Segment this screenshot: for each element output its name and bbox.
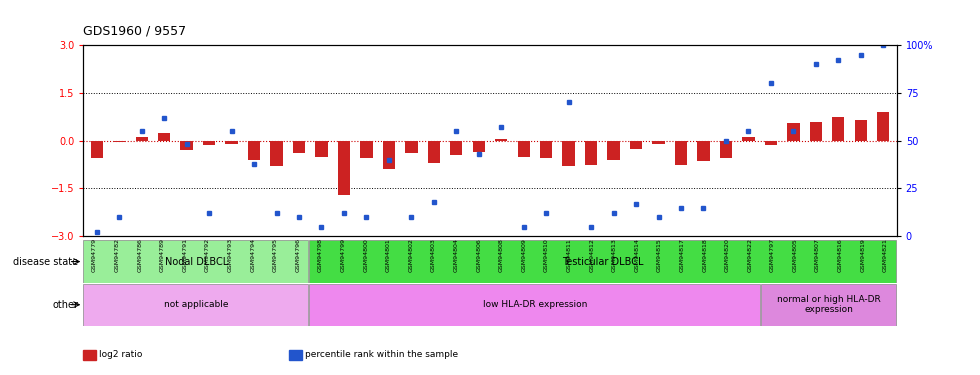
Text: not applicable: not applicable [164, 300, 228, 309]
Bar [761, 284, 896, 326]
Bar [113, 141, 125, 142]
Text: GSM94794: GSM94794 [250, 238, 255, 272]
Text: GSM94806: GSM94806 [476, 238, 481, 272]
Bar [405, 141, 417, 153]
Text: GDS1960 / 9557: GDS1960 / 9557 [83, 24, 186, 38]
Text: GSM94798: GSM94798 [318, 238, 323, 272]
Bar [517, 141, 530, 157]
Text: GSM94816: GSM94816 [838, 238, 843, 272]
Text: normal or high HLA-DR
expression: normal or high HLA-DR expression [777, 295, 881, 314]
Bar [877, 112, 890, 141]
Bar [675, 141, 687, 165]
Text: GSM94779: GSM94779 [92, 238, 97, 272]
Bar [540, 141, 553, 158]
Bar [248, 141, 261, 160]
Text: GSM94782: GSM94782 [115, 238, 120, 272]
Bar [450, 141, 463, 155]
Text: GSM94808: GSM94808 [499, 238, 504, 272]
Text: GSM94793: GSM94793 [227, 238, 232, 272]
Text: log2 ratio: log2 ratio [99, 350, 142, 359]
Bar [630, 141, 642, 148]
Bar [809, 122, 822, 141]
Text: GSM94809: GSM94809 [521, 238, 526, 272]
Text: GSM94789: GSM94789 [160, 238, 165, 272]
Bar [585, 141, 597, 165]
Text: GSM94792: GSM94792 [205, 238, 210, 272]
Text: GSM94795: GSM94795 [272, 238, 278, 272]
Bar [495, 139, 508, 141]
Text: GSM94800: GSM94800 [364, 238, 368, 272]
Bar [383, 141, 395, 170]
Text: GSM94804: GSM94804 [454, 238, 459, 272]
Bar [608, 141, 619, 160]
Text: GSM94799: GSM94799 [341, 238, 346, 272]
Text: GSM94822: GSM94822 [748, 238, 753, 272]
Bar [293, 141, 305, 153]
Text: GSM94796: GSM94796 [295, 238, 301, 272]
Bar [338, 141, 350, 195]
Text: GSM94803: GSM94803 [431, 238, 436, 272]
Text: percentile rank within the sample: percentile rank within the sample [305, 350, 458, 359]
Text: GSM94819: GSM94819 [860, 238, 865, 272]
Bar [361, 141, 372, 158]
Bar [653, 141, 664, 144]
Bar [698, 141, 710, 161]
Bar [225, 141, 238, 144]
Text: GSM94791: GSM94791 [182, 238, 187, 272]
Bar [742, 138, 755, 141]
Text: GSM94812: GSM94812 [589, 238, 594, 272]
Text: GSM94814: GSM94814 [634, 238, 639, 272]
Text: GSM94786: GSM94786 [137, 238, 142, 272]
Text: GSM94805: GSM94805 [793, 238, 798, 272]
Bar [855, 120, 867, 141]
Bar [83, 284, 308, 326]
Text: GSM94820: GSM94820 [725, 238, 730, 272]
Text: GSM94802: GSM94802 [409, 238, 414, 272]
Bar [158, 133, 171, 141]
Bar [135, 137, 148, 141]
Bar [563, 141, 575, 166]
Bar [90, 141, 103, 158]
Text: GSM94817: GSM94817 [679, 238, 685, 272]
Bar [270, 141, 282, 166]
Text: GSM94807: GSM94807 [815, 238, 820, 272]
Text: GSM94818: GSM94818 [702, 238, 708, 272]
Text: GSM94801: GSM94801 [386, 238, 391, 272]
Text: GSM94811: GSM94811 [566, 238, 571, 272]
Text: GSM94821: GSM94821 [883, 238, 888, 272]
Text: Testicular DLBCL: Testicular DLBCL [563, 256, 644, 267]
Text: GSM94815: GSM94815 [657, 238, 662, 272]
Text: GSM94813: GSM94813 [612, 238, 616, 272]
Bar [203, 141, 216, 146]
Text: GSM94810: GSM94810 [544, 238, 549, 272]
Text: Nodal DLBCL: Nodal DLBCL [165, 256, 228, 267]
Text: GSM94797: GSM94797 [770, 238, 775, 272]
Bar [316, 141, 327, 157]
Text: disease state: disease state [14, 256, 78, 267]
Text: other: other [52, 300, 78, 310]
Bar [832, 117, 845, 141]
Bar [472, 141, 485, 152]
Bar [427, 141, 440, 163]
Bar [310, 240, 896, 283]
Bar [180, 141, 193, 150]
Text: low HLA-DR expression: low HLA-DR expression [483, 300, 587, 309]
Bar [787, 123, 800, 141]
Bar [764, 141, 777, 146]
Bar [83, 240, 308, 283]
Bar [310, 284, 760, 326]
Bar [719, 141, 732, 158]
